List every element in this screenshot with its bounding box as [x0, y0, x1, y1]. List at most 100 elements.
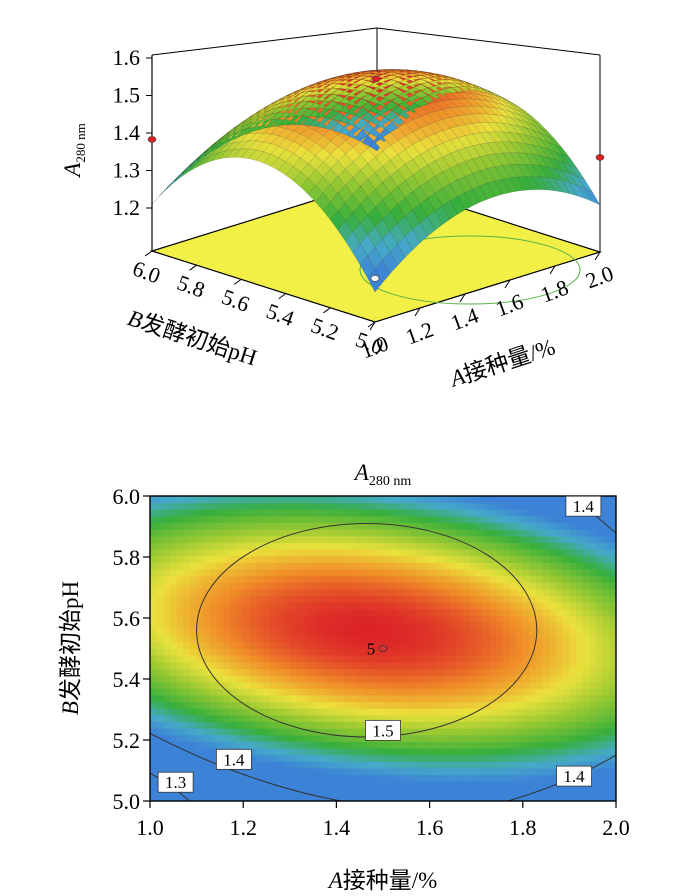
heat-cell	[489, 767, 497, 776]
heat-cell	[489, 754, 497, 762]
heat-cell	[303, 767, 311, 776]
heat-cell	[283, 774, 291, 782]
heat-cell	[176, 767, 184, 776]
heat-cell	[536, 668, 544, 676]
heat-cell	[609, 575, 616, 583]
heat-cell	[276, 555, 284, 563]
heat-cell	[163, 529, 171, 537]
heat-cell	[376, 608, 384, 616]
heat-cell	[542, 588, 551, 597]
heat-cell	[589, 582, 597, 590]
heat-cell	[243, 787, 251, 795]
heat-cell	[276, 661, 284, 669]
heat-cell	[356, 708, 364, 716]
heat-cell	[263, 621, 271, 630]
heat-cell	[416, 522, 424, 530]
heat-cell	[456, 562, 464, 570]
heat-cell	[416, 549, 424, 557]
heat-cell	[396, 754, 404, 762]
heat-cell	[243, 767, 251, 776]
heat-cell	[509, 562, 517, 570]
heat-cell	[236, 575, 244, 583]
heat-cell	[489, 675, 497, 683]
heat-cell	[569, 688, 577, 696]
heat-cell	[183, 549, 191, 557]
heat-cell	[609, 641, 616, 650]
heat-cell	[263, 741, 271, 749]
heat-cell	[562, 714, 570, 723]
heat-cell	[203, 575, 211, 583]
heat-cell	[422, 542, 431, 550]
heat-cell	[396, 794, 404, 801]
heat-cell	[363, 635, 371, 643]
heat-cell	[223, 668, 231, 676]
heat-cell	[582, 635, 590, 643]
heat-cell	[163, 794, 171, 801]
heat-cell	[303, 588, 311, 597]
heat-cell	[276, 648, 284, 656]
heat-cell	[303, 535, 311, 544]
heat-cell	[263, 608, 271, 616]
heat-cell	[369, 509, 377, 517]
heat-cell	[156, 635, 164, 643]
heat-cell	[363, 575, 371, 583]
heat-cell	[169, 708, 178, 716]
heat-cell	[369, 522, 377, 530]
heat-cell	[216, 635, 224, 643]
heat-cell	[482, 787, 491, 795]
heat-cell	[376, 661, 384, 669]
heat-cell	[502, 774, 511, 782]
heat-cell	[156, 562, 164, 570]
heat-cell	[323, 721, 331, 729]
heat-cell	[169, 648, 178, 656]
heat-cell	[156, 767, 164, 776]
heat-cell	[209, 628, 218, 636]
heat-cell	[556, 661, 564, 669]
heat-cell	[589, 562, 597, 570]
heat-cell	[349, 515, 357, 524]
heat-cell	[456, 602, 464, 610]
heat-cell	[156, 509, 164, 517]
heat-cell	[336, 747, 344, 756]
heat-cell	[243, 734, 251, 742]
heat-cell	[429, 562, 437, 570]
heat-cell	[422, 568, 431, 577]
heat-cell	[476, 628, 484, 636]
heat-cell	[489, 787, 497, 795]
heat-cell	[449, 515, 457, 524]
heat-cell	[602, 615, 610, 623]
heat-cell	[336, 496, 344, 504]
heat-cell	[283, 754, 291, 762]
heat-cell	[309, 661, 318, 669]
heat-cell	[542, 774, 551, 782]
heat-cell	[569, 562, 577, 570]
heat-cell	[516, 515, 524, 524]
heat-cell	[323, 668, 331, 676]
heat-cell	[256, 529, 264, 537]
heat-cell	[589, 648, 597, 656]
heat-cell	[549, 754, 557, 762]
heat-cell	[303, 734, 311, 742]
heat-cell	[522, 774, 531, 782]
heat-cell	[163, 602, 171, 610]
heat-cell	[296, 787, 304, 795]
heat-cell	[369, 694, 377, 703]
heat-cell	[283, 515, 291, 524]
heat-cell	[383, 761, 391, 769]
heat-cell	[422, 681, 431, 689]
heat-cell	[256, 502, 264, 510]
heat-cell	[209, 708, 218, 716]
heat-cell	[369, 761, 377, 769]
heat-cell	[422, 522, 431, 530]
heat-cell	[156, 741, 164, 749]
heat-cell	[369, 781, 377, 789]
heat-cell	[402, 648, 411, 656]
heat-cell	[169, 668, 178, 676]
heat-cell	[376, 747, 384, 756]
heat-cell	[163, 562, 171, 570]
heat-cell	[416, 741, 424, 749]
heat-cell	[462, 728, 471, 736]
heat-cell	[489, 562, 497, 570]
heat-cell	[476, 774, 484, 782]
heat-cell	[249, 568, 258, 577]
